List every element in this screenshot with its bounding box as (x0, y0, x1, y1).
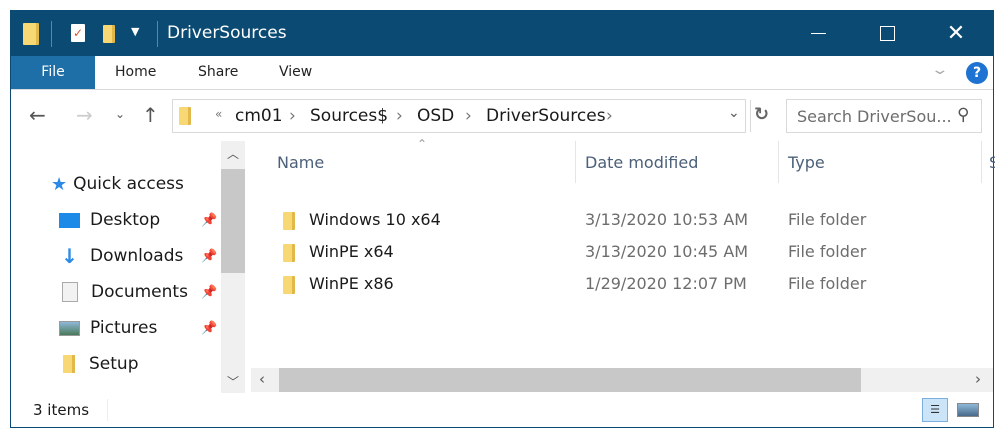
crumb-driversources[interactable]: DriverSources (486, 106, 606, 126)
desktop-icon (59, 212, 80, 228)
tab-file[interactable]: File (11, 56, 95, 89)
file-name: WinPE x86 (309, 274, 394, 293)
chevron-right-icon[interactable]: › (606, 106, 613, 126)
scroll-up-icon[interactable]: ︿ (227, 147, 240, 161)
divider[interactable] (981, 141, 982, 183)
file-name: Windows 10 x64 (309, 210, 441, 229)
divider (750, 100, 751, 132)
scroll-thumb[interactable] (221, 169, 245, 273)
vertical-scrollbar[interactable]: ︿ ﹀ (221, 141, 245, 393)
column-header-date[interactable]: Date modified (585, 153, 699, 172)
tab-view[interactable]: View (279, 64, 313, 80)
file-date: 3/13/2020 10:53 AM (585, 210, 749, 229)
address-dropdown-icon[interactable]: ⌄ (728, 105, 740, 121)
chevron-right-icon[interactable]: › (396, 106, 403, 126)
divider (107, 399, 108, 421)
close-button[interactable]: ✕ (933, 11, 979, 56)
folder-icon (283, 276, 295, 294)
minimize-button[interactable] (795, 11, 841, 56)
scroll-down-icon[interactable]: ﹀ (227, 375, 240, 389)
sidebar-item-downloads[interactable]: ↓ Downloads (59, 241, 183, 271)
sidebar-item-quick-access[interactable]: ★ Quick access (51, 173, 184, 195)
new-folder-icon[interactable] (103, 25, 115, 43)
close-icon: ✕ (946, 21, 966, 46)
file-name: WinPE x64 (309, 242, 394, 261)
download-icon: ↓ (61, 244, 78, 268)
sidebar-item-desktop[interactable]: Desktop (59, 205, 160, 235)
chevron-right-icon[interactable]: › (465, 106, 472, 126)
minimize-icon (810, 33, 826, 34)
scroll-thumb[interactable] (279, 368, 861, 392)
divider[interactable] (575, 141, 576, 183)
file-date: 1/29/2020 12:07 PM (585, 274, 747, 293)
divider[interactable] (778, 141, 779, 183)
navigation-pane: ★ Quick access Desktop ↓ Downloads Documen… (11, 141, 221, 396)
file-row[interactable]: WinPE x86 1/29/2020 12:07 PM File folder (249, 269, 989, 299)
divider (157, 21, 158, 47)
file-type: File folder (788, 210, 867, 229)
file-list: ⌃ Name Date modified Type S Windows 10 x… (249, 137, 995, 396)
horizontal-scrollbar[interactable]: ‹ › (251, 368, 993, 392)
folder-app-icon (23, 23, 39, 45)
recent-locations-button[interactable]: ⌄ (115, 107, 126, 121)
search-input[interactable]: Search DriverSou... (797, 107, 952, 126)
pin-icon[interactable]: 📌 (201, 213, 218, 228)
pin-icon[interactable]: 📌 (201, 321, 218, 336)
address-bar[interactable]: « cm01 › Sources$ › OSD › DriverSources … (172, 99, 769, 133)
forward-button[interactable]: → (76, 103, 93, 127)
status-bar: 3 items ☰ (11, 395, 993, 427)
window-title: DriverSources (167, 23, 287, 43)
file-type: File folder (788, 274, 867, 293)
search-box[interactable]: Search DriverSou... ⚲ (786, 99, 982, 133)
help-icon[interactable]: ? (966, 62, 988, 84)
expand-ribbon-icon[interactable]: ⌄ (930, 62, 950, 78)
sidebar-item-documents[interactable]: Documents (59, 277, 188, 307)
pin-icon[interactable]: 📌 (201, 249, 218, 264)
document-icon (62, 282, 78, 302)
title-bar: ✓ ▼ DriverSources ✕ (11, 11, 993, 56)
star-icon: ★ (51, 173, 68, 195)
column-header-size[interactable]: S (989, 153, 995, 172)
crumb-sources[interactable]: Sources$ (310, 106, 389, 126)
search-icon[interactable]: ⚲ (957, 105, 970, 125)
sort-ascending-icon: ⌃ (417, 137, 428, 151)
file-date: 3/13/2020 10:45 AM (585, 242, 749, 261)
pin-icon[interactable]: 📌 (201, 285, 218, 300)
properties-icon[interactable]: ✓ (71, 24, 85, 42)
file-row[interactable]: WinPE x64 3/13/2020 10:45 AM File folder (249, 237, 989, 267)
large-icons-view-icon[interactable] (957, 403, 979, 417)
folder-icon (179, 107, 191, 125)
folder-icon (63, 355, 75, 373)
crumb-cm01[interactable]: cm01 (235, 106, 283, 126)
divider (51, 21, 52, 47)
folder-icon (283, 244, 295, 262)
pictures-icon (59, 320, 80, 336)
up-button[interactable]: ↑ (142, 103, 159, 127)
tab-home[interactable]: Home (115, 64, 157, 80)
explorer-window: ✓ ▼ DriverSources ✕ File Home Share View… (10, 10, 995, 428)
item-count: 3 items (33, 401, 90, 419)
file-type: File folder (788, 242, 867, 261)
column-header-type[interactable]: Type (788, 153, 825, 172)
folder-icon (283, 212, 295, 230)
chevron-right-icon[interactable]: › (289, 106, 296, 126)
scroll-left-icon[interactable]: ‹ (259, 370, 265, 388)
overflow-crumbs[interactable]: « (215, 107, 223, 121)
tab-share[interactable]: Share (198, 64, 239, 80)
sidebar-item-setup[interactable]: Setup (59, 349, 138, 379)
column-header-name[interactable]: Name (277, 153, 325, 172)
crumb-osd[interactable]: OSD (417, 106, 455, 126)
maximize-button[interactable] (864, 11, 910, 56)
maximize-icon (879, 26, 895, 41)
refresh-icon[interactable]: ↻ (754, 104, 770, 125)
sidebar-item-pictures[interactable]: Pictures (59, 313, 157, 343)
details-view-icon[interactable]: ☰ (922, 398, 948, 422)
scroll-right-icon[interactable]: › (975, 370, 981, 388)
file-row[interactable]: Windows 10 x64 3/13/2020 10:53 AM File f… (249, 205, 989, 235)
back-button[interactable]: ← (29, 103, 46, 127)
customize-toolbar-icon[interactable]: ▼ (131, 25, 140, 38)
ribbon-tabs: File Home Share View ⌄ ? (11, 56, 993, 90)
